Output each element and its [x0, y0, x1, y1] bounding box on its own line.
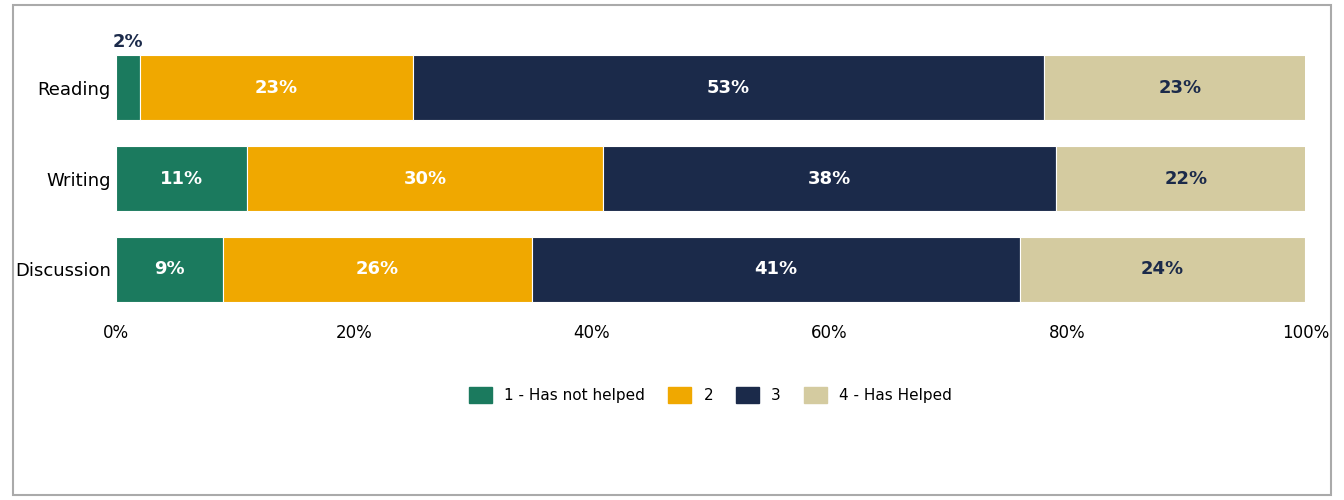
Bar	[413, 55, 1044, 120]
Text: 9%: 9%	[155, 260, 184, 278]
Bar	[1044, 55, 1317, 120]
Bar	[223, 236, 532, 302]
Bar	[603, 146, 1055, 212]
Text: 41%: 41%	[754, 260, 797, 278]
Text: 24%: 24%	[1141, 260, 1184, 278]
Text: 30%: 30%	[403, 170, 446, 188]
Text: 26%: 26%	[356, 260, 399, 278]
Bar	[116, 236, 223, 302]
Text: 2%: 2%	[113, 34, 142, 52]
Bar	[1055, 146, 1317, 212]
Bar	[140, 55, 413, 120]
Legend: 1 - Has not helped, 2, 3, 4 - Has Helped: 1 - Has not helped, 2, 3, 4 - Has Helped	[464, 381, 958, 409]
Bar	[246, 146, 603, 212]
Text: 23%: 23%	[255, 78, 298, 96]
Text: 53%: 53%	[707, 78, 750, 96]
Bar	[532, 236, 1020, 302]
Bar	[1020, 236, 1305, 302]
Text: 38%: 38%	[808, 170, 851, 188]
Text: 22%: 22%	[1165, 170, 1208, 188]
Text: 23%: 23%	[1159, 78, 1202, 96]
Bar	[116, 146, 246, 212]
Bar	[116, 55, 140, 120]
Text: 11%: 11%	[160, 170, 203, 188]
